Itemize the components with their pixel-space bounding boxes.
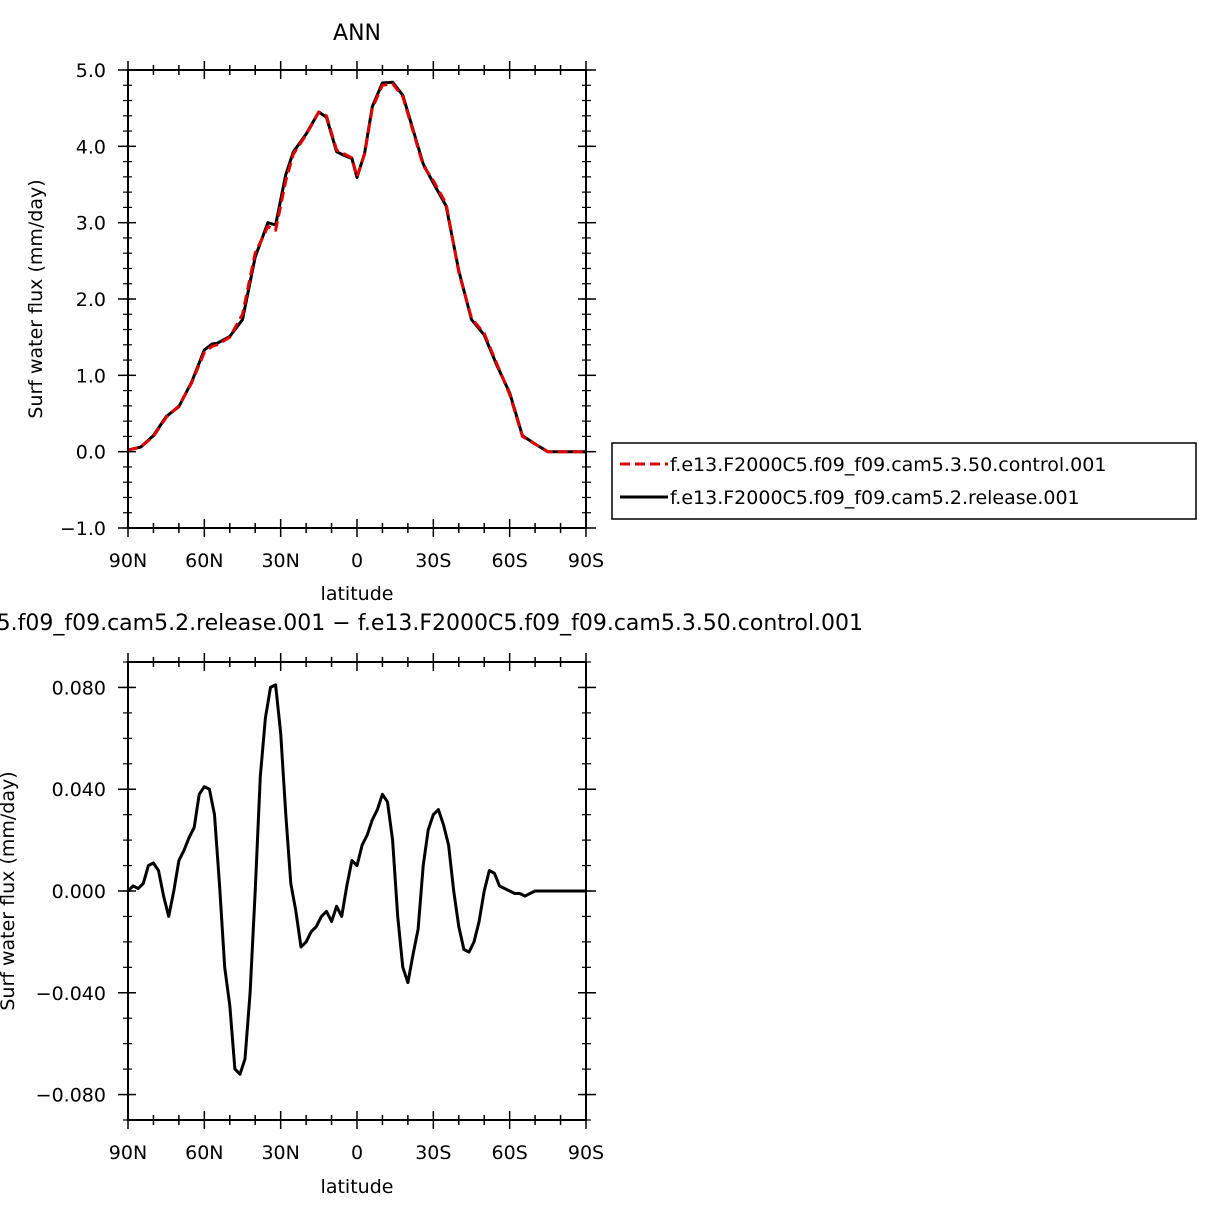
top-chart-title: ANN — [333, 21, 381, 46]
x-tick-label: 90S — [568, 1142, 604, 1164]
bottom-x-tick-labels: 90N 60N 30N 0 30S 60S 90S — [109, 1142, 604, 1164]
top-plot-frame — [127, 69, 587, 529]
y-tick-label: 4.0 — [76, 136, 106, 158]
y-tick-label: −1.0 — [60, 518, 106, 540]
top-y-tick-labels: 5.0 4.0 3.0 2.0 1.0 0.0 −1.0 — [60, 60, 106, 540]
series-line-1 — [127, 82, 586, 454]
x-tick-label: 0 — [351, 1142, 363, 1164]
series-line-2 — [127, 80, 586, 454]
legend: f.e13.F2000C5.f09_f09.cam5.3.50.control.… — [611, 442, 1197, 520]
x-tick-label: 0 — [351, 550, 363, 572]
x-tick-label: 60S — [492, 550, 528, 572]
x-tick-label: 30S — [415, 1142, 451, 1164]
bottom-chart-title: f.e13.F2000C5.f09_f09.cam5.2.release.001… — [0, 611, 863, 636]
legend-label-release: f.e13.F2000C5.f09_f09.cam5.2.release.001 — [670, 487, 1080, 509]
top-series-lines — [127, 80, 586, 454]
bottom-y-axis-label: Surf water flux (mm/day) — [0, 771, 19, 1010]
x-tick-label: 90N — [109, 1142, 147, 1164]
y-tick-label: 5.0 — [76, 60, 106, 82]
y-tick-label: 0.040 — [52, 779, 106, 801]
bottom-plot-frame — [127, 661, 587, 1121]
top-tick-marks — [118, 61, 596, 537]
x-tick-label: 60N — [185, 1142, 223, 1164]
bottom-y-tick-labels: 0.080 0.040 0.000 −0.040 −0.080 — [36, 677, 106, 1106]
series-line-1 — [126, 683, 586, 1076]
legend-box — [611, 442, 1197, 520]
y-tick-label: 0.0 — [76, 442, 106, 464]
y-tick-label: −0.080 — [36, 1085, 106, 1107]
y-tick-label: −0.040 — [36, 983, 106, 1005]
bottom-tick-marks — [118, 653, 596, 1129]
y-tick-label: 3.0 — [76, 213, 106, 235]
x-tick-label: 30N — [261, 1142, 299, 1164]
x-tick-label: 60S — [492, 1142, 528, 1164]
x-tick-label: 90N — [109, 550, 147, 572]
x-tick-label: 30N — [261, 550, 299, 572]
y-tick-label: 2.0 — [76, 289, 106, 311]
x-tick-label: 90S — [568, 550, 604, 572]
y-tick-label: 0.080 — [52, 677, 106, 699]
bottom-series-lines — [126, 683, 586, 1076]
x-tick-label: 60N — [185, 550, 223, 572]
x-tick-label: 30S — [415, 550, 451, 572]
y-tick-label: 0.000 — [52, 881, 106, 903]
top-x-axis-label: latitude — [321, 583, 394, 605]
bottom-x-axis-label: latitude — [321, 1176, 394, 1198]
top-y-axis-label: Surf water flux (mm/day) — [25, 179, 47, 418]
top-x-tick-labels: 90N 60N 30N 0 30S 60S 90S — [109, 550, 604, 572]
panel-zonal-mean: ANN 90N 60N 30N 0 30S 60S 90S 5.0 4.0 3.0 2.0 1.0 0… — [25, 21, 1197, 605]
legend-label-control: f.e13.F2000C5.f09_f09.cam5.3.50.control.… — [670, 454, 1106, 476]
panel-difference: f.e13.F2000C5.f09_f09.cam5.2.release.001… — [0, 611, 863, 1198]
y-tick-label: 1.0 — [76, 365, 106, 387]
